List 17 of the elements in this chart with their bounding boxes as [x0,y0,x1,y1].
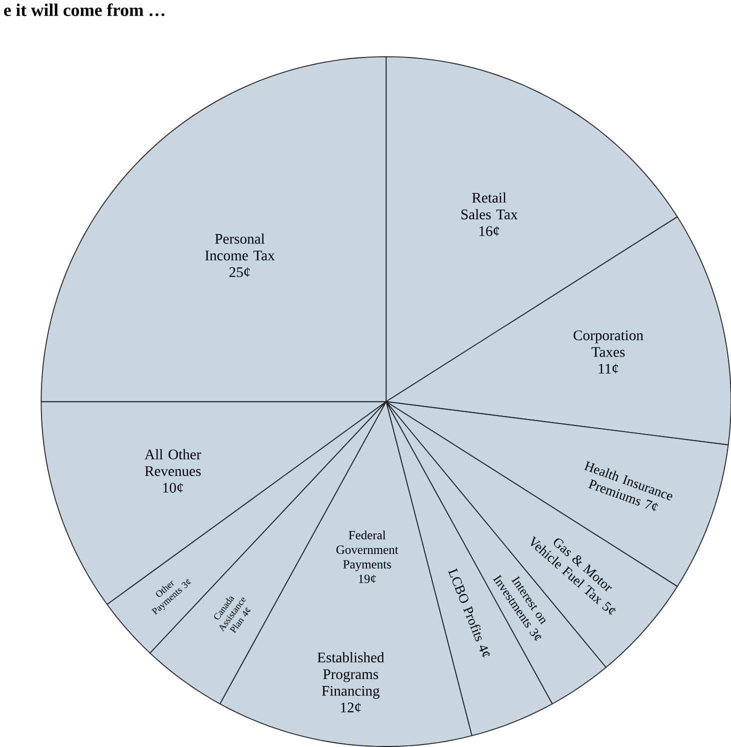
slice-label: Personal Income Tax [204,233,274,260]
slice-label: Corporation Taxes [573,330,644,357]
slice-label: LCBO Profits [448,568,482,642]
data-label: 12¢ [340,702,360,712]
data-label: 5¢ [602,602,616,615]
data-label: 3¢ [529,628,542,641]
data-label: 4¢ [479,646,490,658]
slice-label: Retail Sales Tax [461,192,518,220]
text: Federal Government Payments 19¢ [336,530,398,584]
chart-title: e it will come from … [4,3,164,16]
data-label: 11¢ [598,364,618,374]
data-label: 25¢ [229,267,250,278]
data-label: 16¢ [479,226,499,236]
slice-label: All Other Revenues [144,449,201,476]
data-label: 7¢ [644,500,658,512]
data-label: 10¢ [162,482,183,493]
slice-label: Established Programs Financing [317,652,384,699]
